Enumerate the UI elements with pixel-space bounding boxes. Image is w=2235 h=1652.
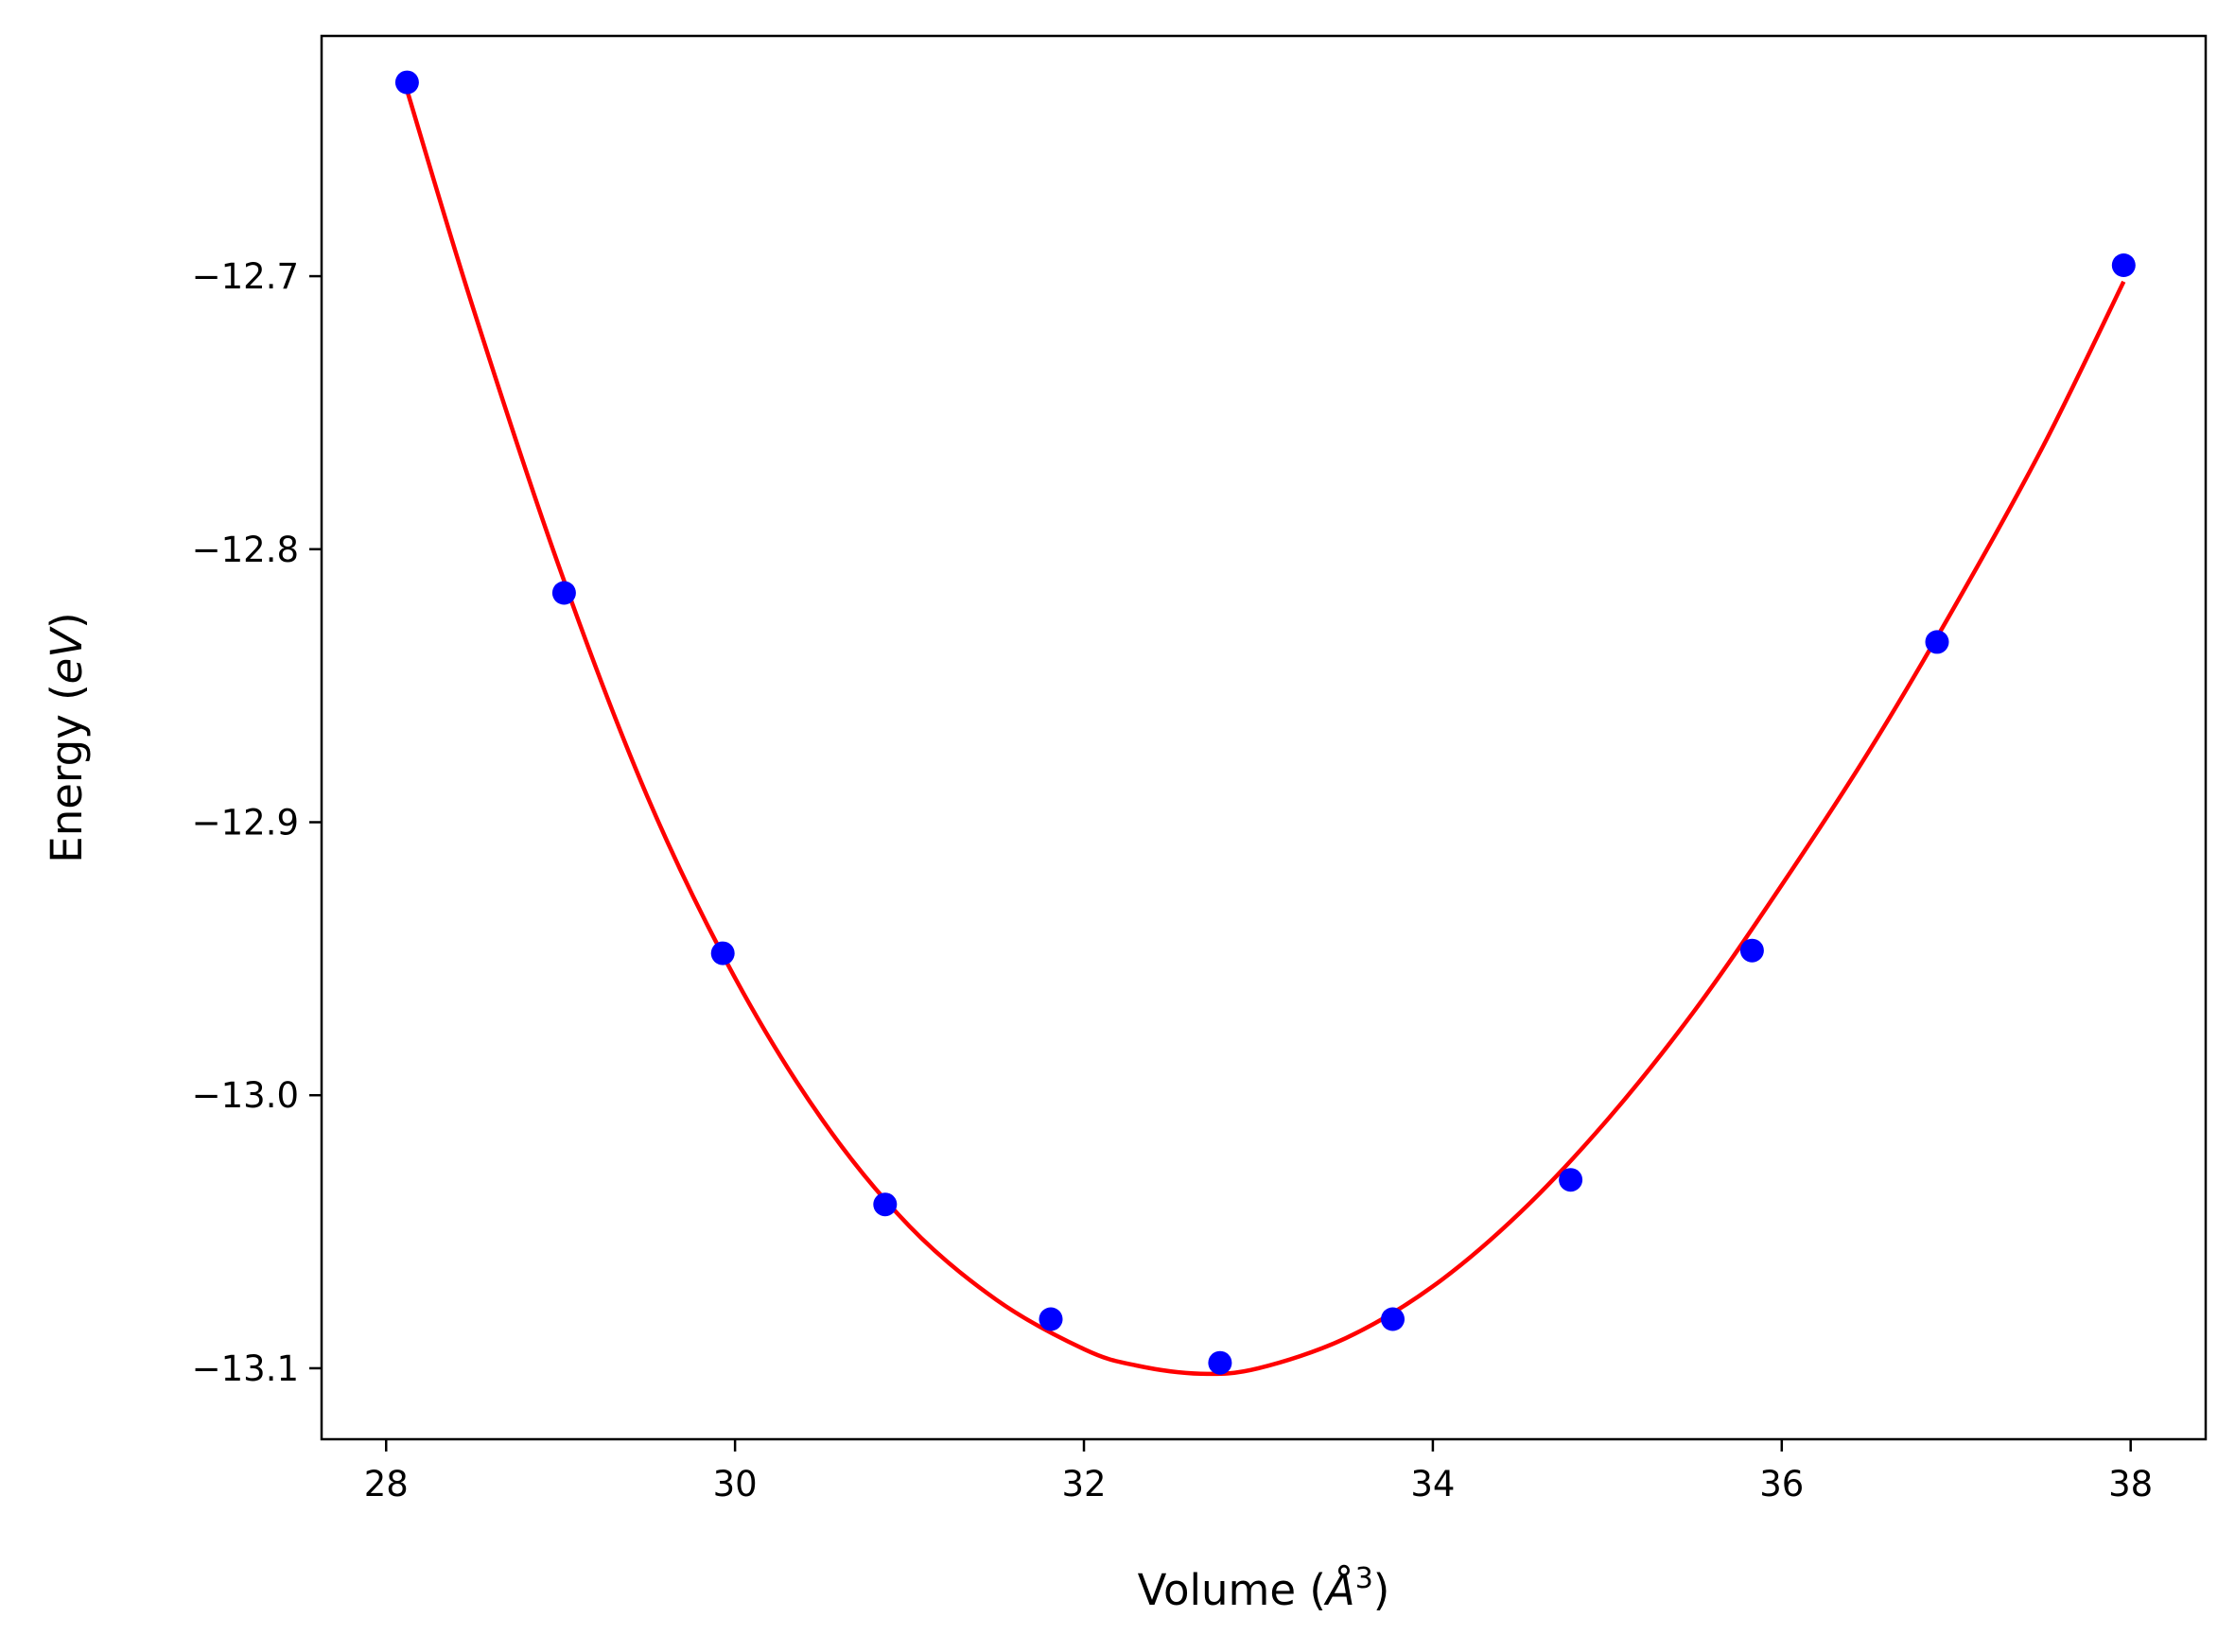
x-tick-label: 28 [364, 1464, 409, 1504]
x-tick-label: 38 [2108, 1464, 2153, 1504]
data-point [2111, 253, 2136, 277]
data-point [1739, 938, 1764, 963]
x-axis: 28 30 32 34 36 38 [364, 1439, 2153, 1504]
data-point [710, 941, 735, 965]
data-point [873, 1192, 898, 1217]
x-tick-label: 32 [1061, 1464, 1106, 1504]
y-tick-label: −12.8 [192, 530, 299, 570]
data-point [1925, 630, 1949, 654]
data-point [1381, 1307, 1405, 1331]
y-tick-label: −12.7 [192, 256, 299, 297]
y-tick-label: −13.1 [192, 1348, 299, 1389]
y-tick-label: −12.9 [192, 803, 299, 843]
x-tick-label: 34 [1410, 1464, 1455, 1504]
data-point [551, 581, 576, 605]
axes-frame [320, 34, 2208, 1441]
y-tick-label: −13.0 [192, 1075, 299, 1116]
fit-curve-line [405, 90, 2126, 1377]
data-point [1208, 1350, 1232, 1375]
data-point [394, 70, 419, 95]
data-point [1559, 1168, 1583, 1192]
y-axis: −12.7 −12.8 −12.9 −13.0 −13.1 [192, 256, 322, 1389]
x-tick-label: 36 [1759, 1464, 1804, 1504]
plot-area [394, 70, 2136, 1377]
y-axis-label: Energy (eV) [42, 612, 92, 862]
x-axis-label: Volume (Å3) [1138, 1562, 1390, 1615]
data-point [1039, 1307, 1063, 1331]
x-tick-label: 30 [713, 1464, 758, 1504]
